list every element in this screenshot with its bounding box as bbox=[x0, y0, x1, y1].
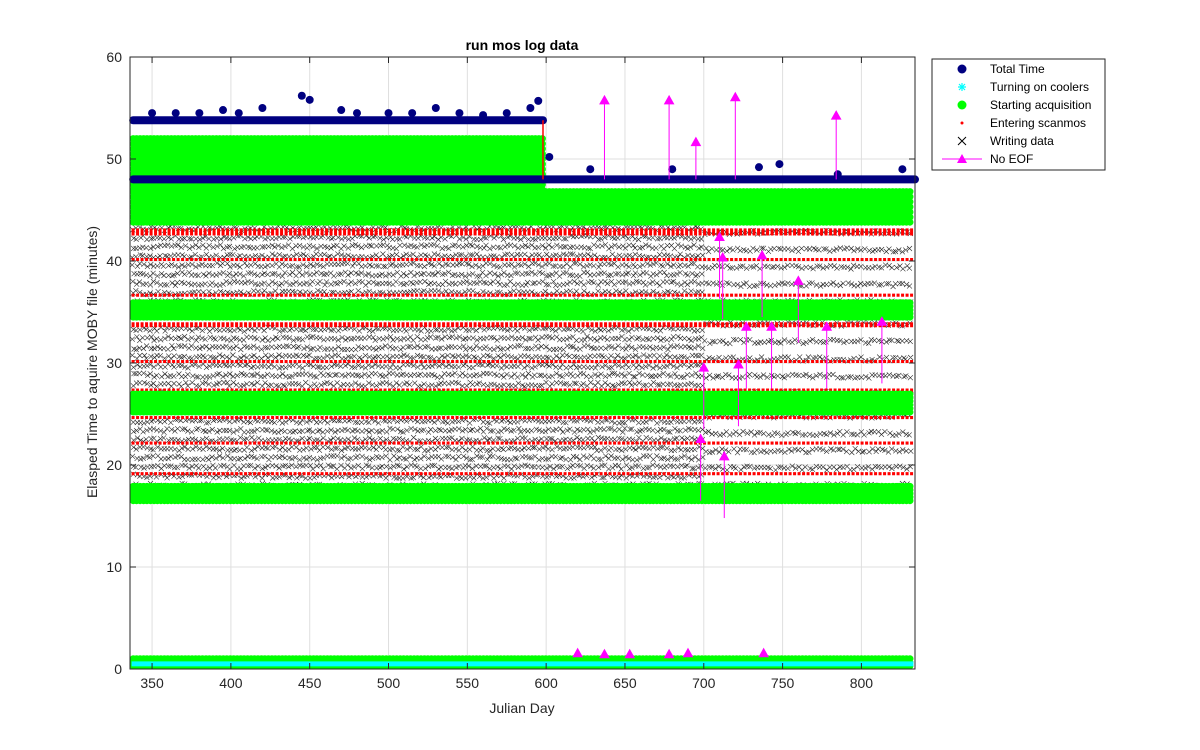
legend-box bbox=[931, 58, 1106, 171]
x-tick-label: 400 bbox=[219, 675, 243, 691]
x-tick-label: 550 bbox=[456, 675, 480, 691]
x-axis-title: Julian Day bbox=[489, 700, 554, 716]
total-time-point bbox=[171, 109, 180, 118]
x-tick-label: 350 bbox=[140, 675, 164, 691]
no-eof-point bbox=[792, 275, 804, 285]
y-tick-label: 40 bbox=[106, 253, 122, 269]
no-eof-series bbox=[572, 91, 888, 659]
x-tick-label: 800 bbox=[850, 675, 874, 691]
y-tick-label: 30 bbox=[106, 355, 122, 371]
total-time-series bbox=[129, 91, 919, 184]
total-time-point bbox=[898, 165, 907, 174]
legend-entry: Total Time bbox=[957, 62, 1045, 76]
total-time-point bbox=[775, 160, 784, 169]
total-time-point bbox=[337, 106, 346, 115]
total-time-point bbox=[479, 111, 488, 120]
total-time-point bbox=[833, 170, 842, 179]
legend-marker bbox=[957, 100, 967, 110]
y-axis-title: Elasped Time to aquire MOBY file (minute… bbox=[84, 226, 100, 498]
x-tick-label: 750 bbox=[771, 675, 795, 691]
no-eof-point bbox=[830, 110, 842, 120]
no-eof-point bbox=[663, 648, 675, 659]
no-eof-point bbox=[758, 647, 770, 658]
total-time-point bbox=[258, 104, 267, 112]
total-time-point bbox=[352, 109, 361, 118]
total-time-point bbox=[384, 109, 393, 118]
no-eof-point bbox=[766, 321, 777, 331]
legend-label: Starting acquisition bbox=[990, 98, 1091, 112]
legend-entry: Writing data bbox=[957, 134, 1054, 148]
total-time-point bbox=[754, 163, 763, 172]
no-eof-point bbox=[756, 249, 768, 260]
legend-label: Turning on coolers bbox=[990, 80, 1089, 94]
total-time-point bbox=[195, 109, 204, 118]
total-time-point bbox=[455, 109, 464, 118]
no-eof-point bbox=[821, 321, 833, 331]
y-tick-label: 20 bbox=[106, 457, 122, 473]
tick-marks: 350 400 450 500 550 600 650 700 750 800 0 10 20 30 40 5… bbox=[106, 49, 915, 691]
legend-label: No EOF bbox=[990, 152, 1033, 166]
no-eof-point bbox=[695, 433, 706, 443]
axes-labels: run mos log data Julian Day Elasped Time… bbox=[84, 37, 579, 716]
no-eof-point bbox=[717, 251, 729, 262]
legend-marker bbox=[957, 64, 967, 74]
y-tick-label: 0 bbox=[114, 661, 122, 677]
total-time-point bbox=[219, 106, 228, 115]
legend-entry: Entering scanmos bbox=[960, 116, 1086, 130]
plot-area: 350 400 450 500 550 600 650 700 750 800 0 10 20 30 40 5… bbox=[106, 49, 919, 691]
total-time-point bbox=[668, 165, 677, 174]
no-eof-point bbox=[733, 359, 744, 369]
starting-acquisition-marks bbox=[129, 135, 546, 194]
y-tick-label: 50 bbox=[106, 151, 122, 167]
total-time-point bbox=[148, 109, 157, 118]
no-eof-point bbox=[624, 648, 636, 659]
y-tick-label: 10 bbox=[106, 559, 122, 575]
legend-marker bbox=[958, 83, 966, 91]
starting-acquisition-marks bbox=[129, 390, 914, 416]
total-time-point bbox=[586, 165, 595, 174]
total-time-point bbox=[234, 109, 243, 118]
no-eof-point bbox=[718, 450, 730, 461]
x-tick-label: 650 bbox=[613, 675, 637, 691]
no-eof-point bbox=[599, 94, 610, 105]
starting-acquisition-marks bbox=[129, 482, 914, 505]
legend-entry: No EOF bbox=[942, 152, 1033, 166]
starting-acquisition-marks bbox=[129, 299, 914, 321]
no-eof-point bbox=[599, 648, 610, 659]
x-tick-label: 700 bbox=[692, 675, 716, 691]
total-time-point bbox=[408, 109, 417, 118]
total-time-point bbox=[431, 104, 440, 112]
x-tick-label: 450 bbox=[298, 675, 322, 691]
no-eof-point bbox=[572, 647, 584, 658]
legend-label: Total Time bbox=[990, 62, 1045, 76]
no-eof-point bbox=[690, 136, 702, 147]
x-tick-label: 500 bbox=[377, 675, 401, 691]
no-eof-point bbox=[729, 91, 741, 102]
legend-label: Entering scanmos bbox=[990, 116, 1086, 130]
legend-marker bbox=[957, 136, 967, 146]
starting-acquisition-marks bbox=[129, 188, 914, 226]
no-eof-point bbox=[714, 231, 725, 242]
total-time-point bbox=[526, 104, 535, 112]
no-eof-point bbox=[876, 316, 888, 326]
total-time-point bbox=[502, 109, 511, 118]
total-time-point bbox=[534, 96, 543, 105]
legend: Total Time Turning on coolers Starting acq… bbox=[931, 58, 1106, 171]
legend-label: Writing data bbox=[990, 134, 1054, 148]
total-time-point bbox=[545, 152, 554, 161]
total-time-point bbox=[297, 91, 306, 100]
x-tick-label: 600 bbox=[534, 675, 558, 691]
no-eof-point bbox=[682, 647, 694, 658]
legend-entry: Turning on coolers bbox=[958, 80, 1089, 94]
no-eof-point bbox=[698, 362, 710, 372]
no-eof-point bbox=[663, 94, 675, 105]
y-tick-label: 60 bbox=[106, 49, 122, 65]
chart-title: run mos log data bbox=[466, 37, 579, 53]
no-eof-point bbox=[740, 321, 752, 331]
total-time-point bbox=[305, 95, 314, 104]
legend-marker bbox=[957, 154, 967, 163]
legend-marker bbox=[960, 121, 964, 125]
legend-entry: Starting acquisition bbox=[957, 98, 1091, 112]
